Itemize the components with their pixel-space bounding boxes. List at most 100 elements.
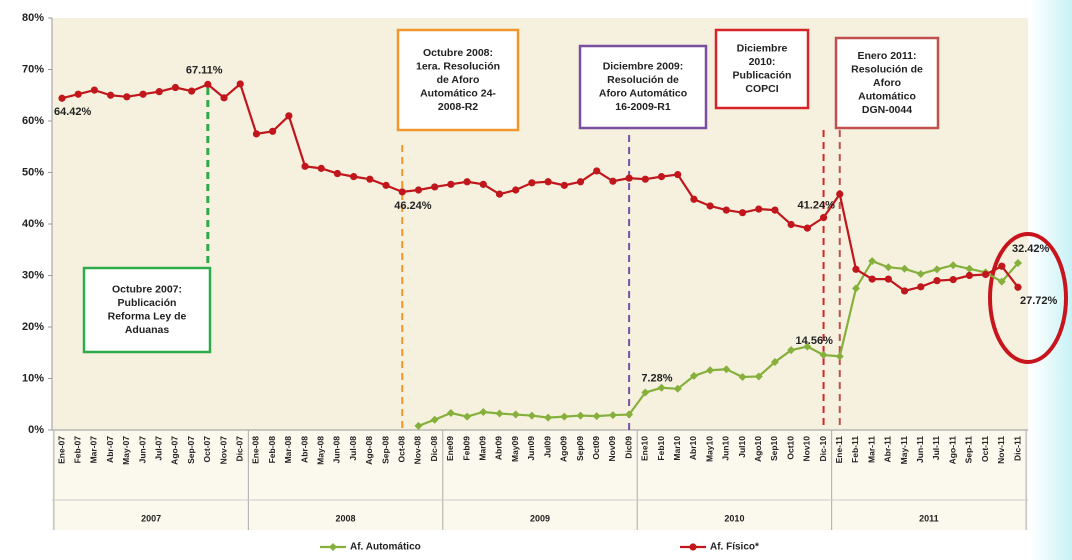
marker [787, 220, 795, 229]
marker [463, 178, 471, 186]
marker [560, 412, 569, 421]
x-tick-label: Mar09 [478, 436, 488, 461]
marker [706, 366, 715, 375]
marker [544, 178, 552, 186]
x-tick-label: Oct-07 [202, 436, 212, 463]
y-tick-label: 50% [22, 166, 44, 178]
marker [803, 224, 811, 232]
data-label: 67.11% [186, 64, 223, 76]
marker [171, 83, 180, 92]
marker [754, 372, 763, 381]
marker [625, 174, 633, 182]
marker [560, 181, 568, 189]
marker [58, 94, 66, 102]
y-tick-label: 60% [22, 115, 44, 127]
marker [285, 112, 293, 120]
x-tick-label: Jun-08 [332, 436, 342, 464]
legend-marker [689, 543, 697, 551]
marker [512, 186, 520, 194]
annotation-text: Aforo [873, 77, 901, 89]
annotation-text: 16-2009-R1 [615, 101, 671, 113]
marker [836, 190, 844, 198]
group-label: 2008 [336, 513, 356, 523]
y-tick-label: 80% [22, 12, 44, 24]
y-tick-label: 0% [28, 424, 44, 436]
x-tick-label: Abr09 [494, 436, 504, 460]
x-tick-label: Mar-08 [283, 436, 293, 464]
annotation-box [714, 28, 810, 110]
y-tick-label: 70% [22, 63, 44, 75]
marker [998, 262, 1006, 270]
marker [592, 412, 601, 421]
marker [981, 270, 990, 279]
x-tick-label: Abr10 [688, 436, 698, 460]
marker [884, 275, 892, 283]
x-tick-label: Abr-08 [299, 436, 309, 463]
marker [819, 214, 828, 222]
marker [447, 180, 455, 188]
x-tick-label: Mar-07 [89, 436, 99, 464]
marker [608, 411, 617, 420]
x-tick-label: Oct-08 [397, 436, 407, 463]
marker [511, 410, 520, 419]
annotation-text: DGN-0044 [862, 104, 912, 116]
group-label: 2009 [530, 513, 550, 523]
marker [317, 164, 325, 172]
marker [706, 202, 714, 210]
marker [544, 413, 553, 422]
data-label: 27.72% [1020, 295, 1058, 307]
annotation-text: Reforma Ley de [108, 311, 187, 323]
marker [269, 127, 277, 135]
marker [139, 90, 147, 98]
annotation-box [578, 44, 708, 130]
x-tick-label: Sep-08 [380, 436, 390, 464]
marker [965, 271, 973, 280]
annotation-box [82, 266, 212, 354]
x-tick-label: Ene10 [640, 436, 650, 461]
x-tick-label: May10 [704, 436, 714, 462]
x-tick-label: Dic-08 [429, 436, 439, 462]
x-tick-label: Abr-11 [883, 436, 893, 463]
marker [803, 342, 812, 351]
marker [949, 276, 957, 284]
x-tick-label: Oct-11 [980, 436, 990, 462]
marker [819, 351, 828, 360]
x-tick-label: Ago10 [753, 436, 763, 462]
x-tick-label: Oct10 [785, 436, 795, 460]
data-label: 41.24% [798, 200, 836, 212]
marker [657, 383, 666, 392]
legend-label: Af. Físico* [710, 542, 759, 553]
x-tick-label: Feb09 [461, 436, 471, 461]
marker [722, 365, 731, 374]
annotation-text: Resolución de [607, 74, 679, 86]
annotation-text: de Aforo [437, 74, 480, 86]
annotation-text: 1era. Resolución [416, 60, 500, 72]
annotation-text: 2010: [749, 56, 776, 68]
x-tick-label: May09 [510, 436, 520, 462]
marker [641, 175, 649, 183]
marker [625, 410, 634, 419]
x-tick-label: Feb-08 [267, 436, 277, 464]
marker [123, 93, 131, 101]
annotation-text: Enero 2011: [858, 50, 917, 62]
marker [220, 94, 228, 102]
marker [90, 86, 99, 94]
marker [916, 269, 925, 278]
data-label: 46.24% [394, 200, 432, 212]
marker [1014, 259, 1022, 268]
marker [738, 372, 747, 381]
x-tick-label: Jul-11 [931, 436, 941, 460]
marker [673, 384, 682, 393]
marker [771, 206, 779, 214]
x-tick-label: Ago-07 [170, 436, 180, 465]
marker [593, 167, 601, 175]
x-tick-label: Ago09 [559, 436, 569, 462]
marker [835, 352, 844, 361]
marker [527, 411, 536, 420]
x-tick-label: Jul-08 [348, 436, 358, 461]
legend-marker [329, 543, 337, 551]
marker [446, 409, 455, 418]
annotation-text: Publicación [118, 297, 177, 309]
marker [787, 346, 796, 355]
marker [917, 283, 925, 291]
